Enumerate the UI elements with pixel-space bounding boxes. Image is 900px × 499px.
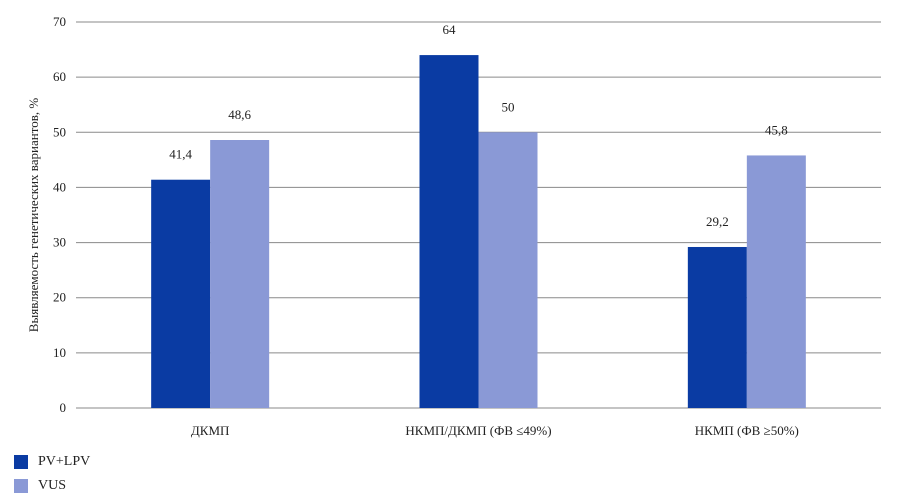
bar-labels: 41,4 48,6 64 50 29,2 45,8 xyxy=(169,22,787,229)
legend-label-pv-lpv: PV+LPV xyxy=(38,454,91,469)
x-tick-label: НКМП (ФВ ≥50%) xyxy=(695,423,799,438)
bar-value-label: 29,2 xyxy=(706,214,729,229)
bar-value-label: 64 xyxy=(443,22,457,37)
y-tick-label: 60 xyxy=(53,69,66,84)
bar-vus xyxy=(746,155,806,408)
legend-swatch-pv-lpv xyxy=(14,455,28,469)
bar-pv-lpv xyxy=(419,55,479,408)
bar-value-label: 45,8 xyxy=(765,122,788,137)
y-tick-label: 50 xyxy=(53,124,66,139)
y-tick-label: 10 xyxy=(53,345,66,360)
x-axis-labels: ДКМП НКМП/ДКМП (ФВ ≤49%) НКМП (ФВ ≥50%) xyxy=(191,423,799,438)
legend-label-vus: VUS xyxy=(38,478,67,493)
bar-value-label: 48,6 xyxy=(228,107,251,122)
legend-item-pv-lpv: PV+LPV xyxy=(14,450,90,474)
legend-swatch-vus xyxy=(14,479,28,493)
x-tick-label: НКМП/ДКМП (ФВ ≤49%) xyxy=(405,423,551,438)
legend-item-vus: VUS xyxy=(14,474,90,498)
bar-value-label: 50 xyxy=(502,99,515,114)
bar-pv-lpv xyxy=(151,179,211,408)
y-tick-label: 30 xyxy=(53,235,66,250)
y-tick-label: 70 xyxy=(53,14,66,29)
bar-vus xyxy=(478,132,538,409)
bar-pv-lpv xyxy=(687,246,747,408)
y-axis-title: Выявляемость генетических вариантов, % xyxy=(26,98,41,333)
bars xyxy=(151,55,806,409)
y-tick-label: 40 xyxy=(53,179,66,194)
bar-value-label: 41,4 xyxy=(169,147,192,162)
y-tick-label: 0 xyxy=(60,400,67,415)
bar-vus xyxy=(210,140,270,408)
y-axis-ticks: 0 10 20 30 40 50 60 70 xyxy=(53,14,66,415)
y-tick-label: 20 xyxy=(53,290,66,305)
legend: PV+LPV VUS xyxy=(14,450,90,498)
x-tick-label: ДКМП xyxy=(191,423,230,438)
